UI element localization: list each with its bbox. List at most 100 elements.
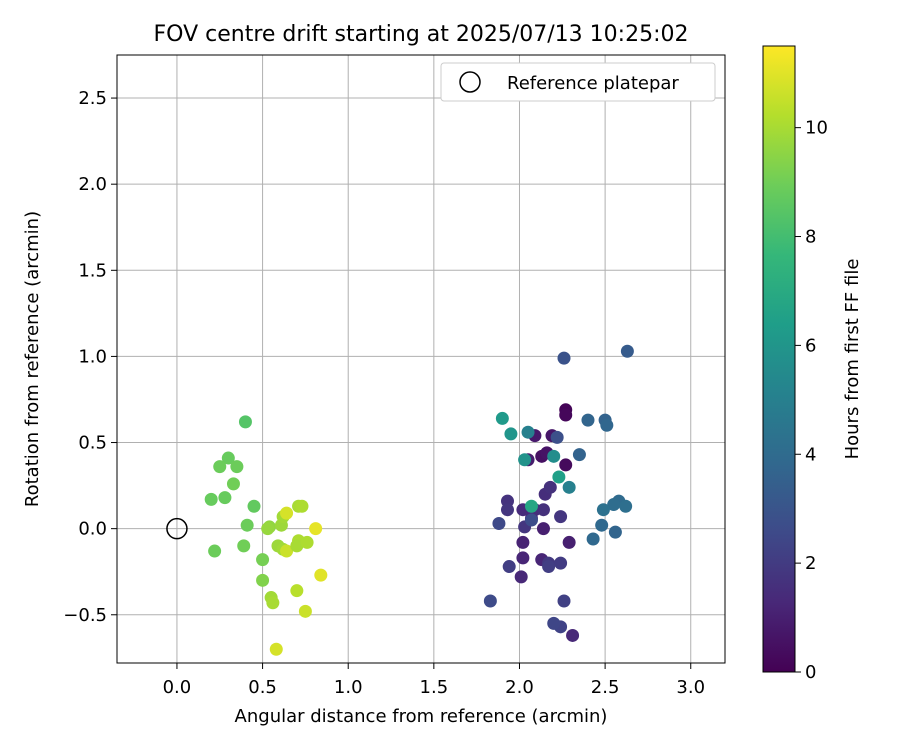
colorbar: 0 2 4 6 8 10 Hours from first FF file — [762, 45, 863, 683]
data-point — [309, 522, 323, 536]
data-point — [554, 510, 568, 524]
data-point — [500, 503, 514, 517]
legend-label-reference: Reference platepar — [507, 73, 679, 94]
data-point — [240, 518, 254, 532]
y-tick-label: 2.0 — [78, 174, 107, 195]
data-point — [547, 449, 561, 463]
colorbar-tick-label: 6 — [805, 335, 816, 356]
data-point — [208, 544, 222, 558]
data-point — [559, 458, 573, 472]
data-point — [566, 628, 580, 642]
legend-reference-marker — [459, 71, 481, 93]
data-point — [290, 584, 304, 598]
x-tick-label: 0.5 — [248, 677, 277, 698]
data-point — [256, 573, 270, 587]
data-point — [547, 616, 561, 630]
colorbar-label: Hours from first FF file — [842, 259, 863, 460]
data-point — [213, 460, 227, 474]
data-point — [543, 480, 557, 494]
reference-marker-layer — [166, 517, 188, 540]
data-point — [230, 460, 244, 474]
y-axis-label: Rotation from reference (arcmin) — [22, 211, 43, 507]
data-point — [608, 525, 622, 539]
data-point — [518, 453, 532, 467]
y-tick-label: 2.5 — [78, 88, 107, 109]
y-tick-label: 1.5 — [78, 260, 107, 281]
data-point — [502, 560, 516, 574]
colorbar-tick-label: 8 — [805, 227, 816, 248]
legend: Reference platepar — [440, 62, 716, 102]
data-point — [280, 544, 294, 558]
data-point — [237, 539, 251, 553]
data-point — [247, 499, 261, 513]
data-point — [572, 448, 586, 462]
colorbar-tick-label: 0 — [805, 662, 816, 683]
x-axis-ticks: 0.0 0.5 1.0 1.5 2.0 2.5 3.0 — [163, 663, 705, 698]
data-point — [269, 642, 283, 656]
data-point — [600, 418, 614, 432]
data-point — [204, 492, 218, 506]
data-point — [524, 513, 538, 527]
data-point — [300, 535, 314, 549]
y-tick-label: 0.5 — [78, 433, 107, 454]
data-point — [295, 499, 309, 513]
x-tick-label: 0.0 — [163, 677, 192, 698]
y-tick-label: −0.5 — [63, 605, 107, 626]
data-point — [514, 570, 528, 584]
x-tick-label: 2.5 — [591, 677, 620, 698]
colorbar-ticks: 0 2 4 6 8 10 — [795, 118, 828, 683]
chart-title: FOV centre drift starting at 2025/07/13 … — [154, 22, 689, 47]
data-point — [607, 498, 621, 512]
data-point — [524, 499, 538, 513]
data-point — [290, 539, 304, 553]
data-point — [238, 415, 252, 429]
data-point — [266, 596, 280, 610]
data-point — [280, 506, 294, 520]
data-point — [554, 556, 568, 570]
reference-platepar-marker — [166, 517, 188, 540]
data-point — [552, 470, 566, 484]
data-point — [218, 491, 232, 505]
data-point — [536, 522, 550, 536]
y-axis-ticks: −0.5 0.0 0.5 1.0 1.5 2.0 2.5 — [63, 88, 117, 626]
data-point — [596, 503, 610, 517]
data-point — [562, 480, 576, 494]
data-point — [536, 503, 550, 517]
data-point — [261, 522, 275, 536]
data-point — [298, 604, 312, 618]
x-tick-label: 3.0 — [676, 677, 705, 698]
colorbar-gradient — [762, 45, 796, 673]
grid — [117, 55, 725, 663]
data-point — [557, 594, 571, 608]
data-point — [483, 594, 497, 608]
y-tick-label: 0.0 — [78, 519, 107, 540]
x-tick-label: 2.0 — [505, 677, 534, 698]
colorbar-tick-label: 4 — [805, 444, 816, 465]
data-point — [581, 413, 595, 427]
data-point — [620, 344, 634, 358]
x-axis-label: Angular distance from reference (arcmin) — [235, 706, 608, 727]
x-tick-label: 1.0 — [334, 677, 363, 698]
data-point — [559, 408, 573, 422]
data-point — [516, 551, 530, 565]
data-point — [516, 535, 530, 549]
data-point — [504, 427, 518, 441]
data-point — [521, 425, 535, 439]
data-point — [256, 553, 270, 567]
legend-box — [440, 62, 716, 102]
data-point — [542, 560, 556, 574]
data-point — [586, 532, 600, 546]
data-point — [595, 518, 609, 532]
data-point — [221, 451, 235, 465]
data-point — [495, 411, 509, 425]
colorbar-tick-label: 2 — [805, 553, 816, 574]
data-point — [492, 516, 506, 530]
y-tick-label: 1.0 — [78, 346, 107, 367]
data-point — [557, 351, 571, 365]
data-point — [619, 499, 633, 513]
colorbar-tick-label: 10 — [805, 118, 828, 139]
x-tick-label: 1.5 — [420, 677, 449, 698]
data-point — [550, 430, 564, 444]
data-point — [314, 568, 328, 582]
